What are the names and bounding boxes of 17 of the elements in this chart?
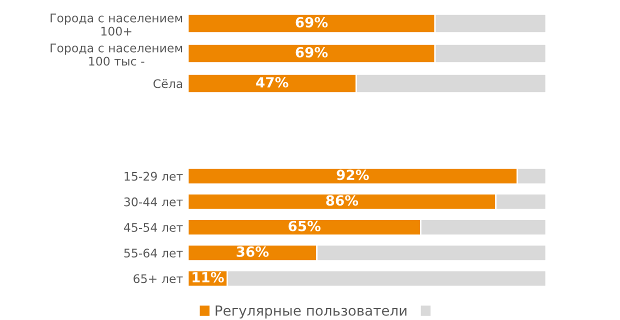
data-label: 69% <box>296 47 328 58</box>
y-tick-label: Сёла <box>154 79 182 88</box>
data-label: 65% <box>288 220 321 232</box>
data-label: 86% <box>326 195 358 206</box>
y-tick-label: 45-54 лет <box>124 223 183 232</box>
y-tick-label: 55-64 лет <box>124 248 183 258</box>
y-tick-label: 15-29 лет <box>124 172 183 181</box>
data-label: 47% <box>256 77 288 88</box>
y-tick-label: 65+ лет <box>134 274 183 284</box>
data-label: 92% <box>336 170 369 180</box>
y-tick-label: Города с населением 100 тыс - <box>50 44 182 66</box>
data-label: 11% <box>192 272 224 283</box>
y-tick-label: Города с населением 100+ <box>50 14 182 36</box>
y-tick-label: 30-44 лет <box>124 197 183 206</box>
legend-label: Регулярные пользователи <box>216 305 406 318</box>
data-label: 36% <box>236 246 269 257</box>
data-label: 69% <box>296 17 328 28</box>
